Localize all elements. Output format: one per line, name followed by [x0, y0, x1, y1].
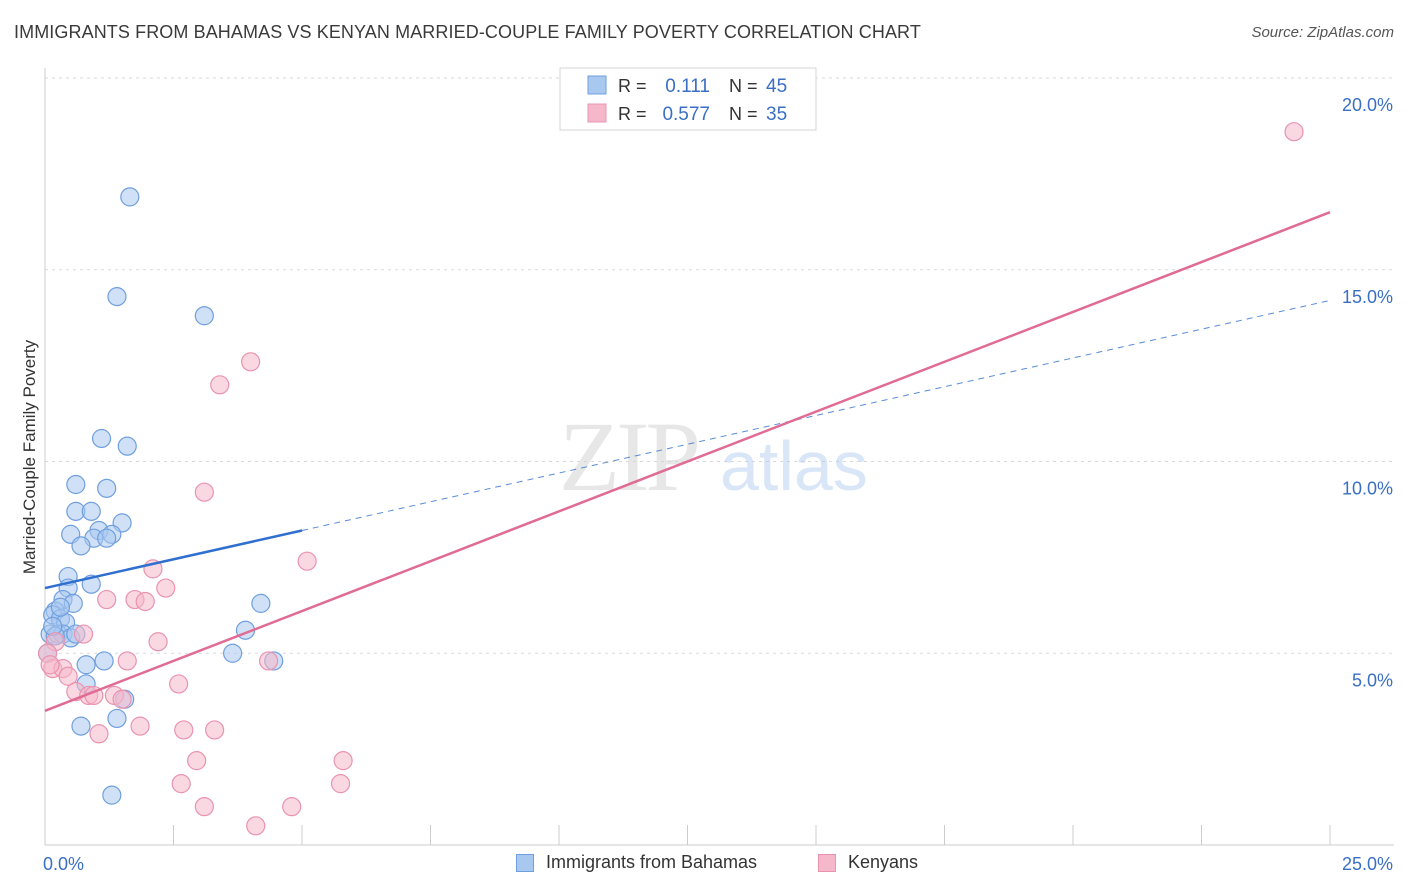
point-kenyans — [194, 797, 214, 817]
point-bahamas — [81, 501, 101, 521]
watermark-zip: ZIP — [559, 401, 697, 512]
y-tick-label: 20.0% — [1342, 95, 1393, 115]
trend-lines — [44, 211, 1331, 712]
point-bahamas — [94, 651, 114, 671]
legend-swatch-kenyans-bottom — [818, 853, 836, 872]
point-bahamas — [71, 716, 91, 736]
point-kenyans — [174, 720, 194, 740]
y-tick-label: 10.0% — [1342, 479, 1393, 499]
point-bahamas — [97, 528, 117, 548]
point-bahamas — [194, 306, 214, 326]
point-kenyans — [169, 674, 189, 694]
point-kenyans — [205, 720, 225, 740]
legend-item-bahamas[interactable]: Immigrants from Bahamas — [516, 852, 757, 873]
point-bahamas — [50, 597, 71, 617]
point-kenyans — [282, 797, 302, 817]
axes — [44, 68, 1394, 846]
watermark: ZIP atlas — [559, 401, 868, 512]
point-bahamas — [107, 286, 127, 307]
point-kenyans — [187, 751, 207, 771]
point-bahamas — [97, 478, 117, 498]
point-kenyans — [58, 666, 78, 686]
legend-n-label-bahamas: N = — [729, 76, 758, 96]
point-kenyans — [112, 689, 132, 709]
legend-swatch-bahamas — [587, 75, 607, 95]
point-kenyans — [194, 482, 214, 502]
legend-top: R = 0.111 N = 45 R = 0.577 N = 35 — [559, 67, 817, 131]
data-points — [37, 122, 1304, 836]
point-kenyans — [171, 774, 191, 794]
source-label: Source: ZipAtlas.com — [1251, 24, 1394, 41]
legend-n-value-kenyans: 35 — [766, 104, 787, 125]
point-bahamas — [107, 708, 127, 729]
point-kenyans — [210, 375, 230, 395]
point-kenyans — [148, 632, 168, 652]
point-kenyans — [333, 751, 353, 771]
point-bahamas — [71, 536, 91, 556]
point-bahamas — [66, 474, 86, 495]
point-kenyans — [258, 651, 279, 671]
trend-line-bahamas — [44, 529, 303, 590]
point-kenyans — [117, 651, 137, 671]
point-kenyans — [330, 774, 351, 794]
legend-bottom: Immigrants from Bahamas Kenyans — [0, 852, 1406, 878]
point-kenyans — [73, 624, 94, 644]
point-kenyans — [1284, 122, 1304, 142]
watermark-atlas: atlas — [720, 427, 868, 505]
legend-r-label-bahamas: R = — [618, 76, 647, 96]
point-bahamas — [251, 593, 271, 613]
legend-label-bahamas: Immigrants from Bahamas — [546, 852, 758, 872]
x-tick-label-max: 25.0% — [1342, 854, 1393, 874]
point-bahamas — [223, 643, 243, 663]
point-kenyans — [135, 591, 155, 612]
point-bahamas — [102, 785, 122, 805]
point-kenyans — [246, 816, 266, 836]
point-kenyans — [156, 578, 176, 598]
point-kenyans — [89, 724, 109, 744]
legend-item-kenyans[interactable]: Kenyans — [818, 852, 918, 873]
legend-r-value-bahamas: 0.111 — [665, 76, 710, 97]
point-bahamas — [120, 187, 140, 207]
point-kenyans — [97, 589, 117, 610]
legend-n-label-kenyans: N = — [729, 104, 758, 124]
tick-labels: 5.0% 10.0% 15.0% 20.0% 0.0% 25.0% — [43, 95, 1393, 874]
legend-n-value-bahamas: 45 — [766, 76, 787, 97]
legend-swatch-bahamas-bottom — [516, 853, 534, 872]
legend-swatch-kenyans — [587, 103, 607, 123]
point-kenyans — [130, 716, 150, 736]
x-tick-label-min: 0.0% — [43, 854, 84, 874]
legend-r-value-kenyans: 0.577 — [662, 104, 710, 125]
point-bahamas — [76, 655, 96, 675]
point-kenyans — [241, 352, 261, 372]
point-bahamas — [91, 428, 112, 449]
chart-title: IMMIGRANTS FROM BAHAMAS VS KENYAN MARRIE… — [14, 22, 921, 42]
point-kenyans — [40, 655, 60, 675]
y-tick-label: 15.0% — [1342, 287, 1393, 307]
legend-label-kenyans: Kenyans — [848, 852, 919, 872]
point-kenyans — [297, 551, 317, 571]
trend-line-kenyans — [44, 211, 1331, 712]
y-tick-label: 5.0% — [1352, 670, 1393, 690]
point-bahamas — [117, 436, 137, 456]
legend-r-label-kenyans: R = — [618, 104, 647, 124]
